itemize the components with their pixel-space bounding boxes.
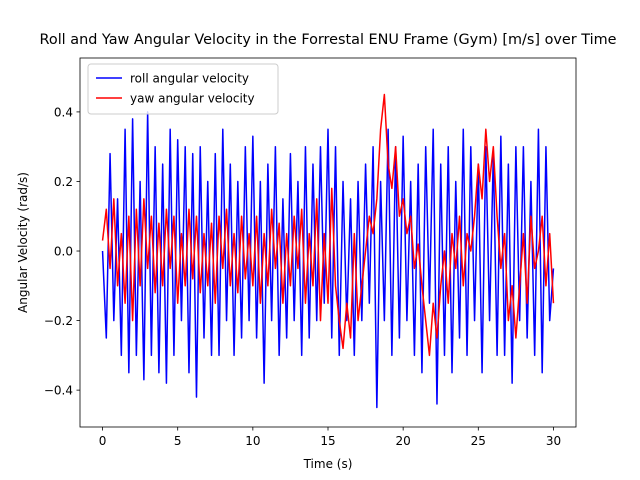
legend-label: yaw angular velocity xyxy=(130,92,255,106)
series-line xyxy=(101,93,555,357)
x-tick-label: 10 xyxy=(245,434,260,448)
x-tick-label: 5 xyxy=(174,434,182,448)
x-tick-label: 20 xyxy=(396,434,411,448)
legend-box xyxy=(87,63,279,115)
y-axis-label: Angular Velocity (rad/s) xyxy=(16,172,30,313)
x-axis-label: Time (s) xyxy=(303,457,353,471)
y-tick-label: 0.0 xyxy=(54,245,73,259)
y-tick-label: 0.2 xyxy=(54,175,73,189)
chart-title: Roll and Yaw Angular Velocity in the For… xyxy=(40,32,617,48)
x-tick-label: 25 xyxy=(471,434,486,448)
plot-area xyxy=(101,93,555,409)
legend: roll angular velocity yaw angular velocit… xyxy=(87,63,279,115)
x-tick-label: 0 xyxy=(99,434,107,448)
y-tick-label: −0.2 xyxy=(44,314,73,328)
y-tick-label: −0.4 xyxy=(44,384,73,398)
x-tick-label: 30 xyxy=(546,434,561,448)
y-tick-label: 0.4 xyxy=(54,105,73,119)
legend-label: roll angular velocity xyxy=(130,72,249,86)
x-tick-label: 15 xyxy=(320,434,335,448)
